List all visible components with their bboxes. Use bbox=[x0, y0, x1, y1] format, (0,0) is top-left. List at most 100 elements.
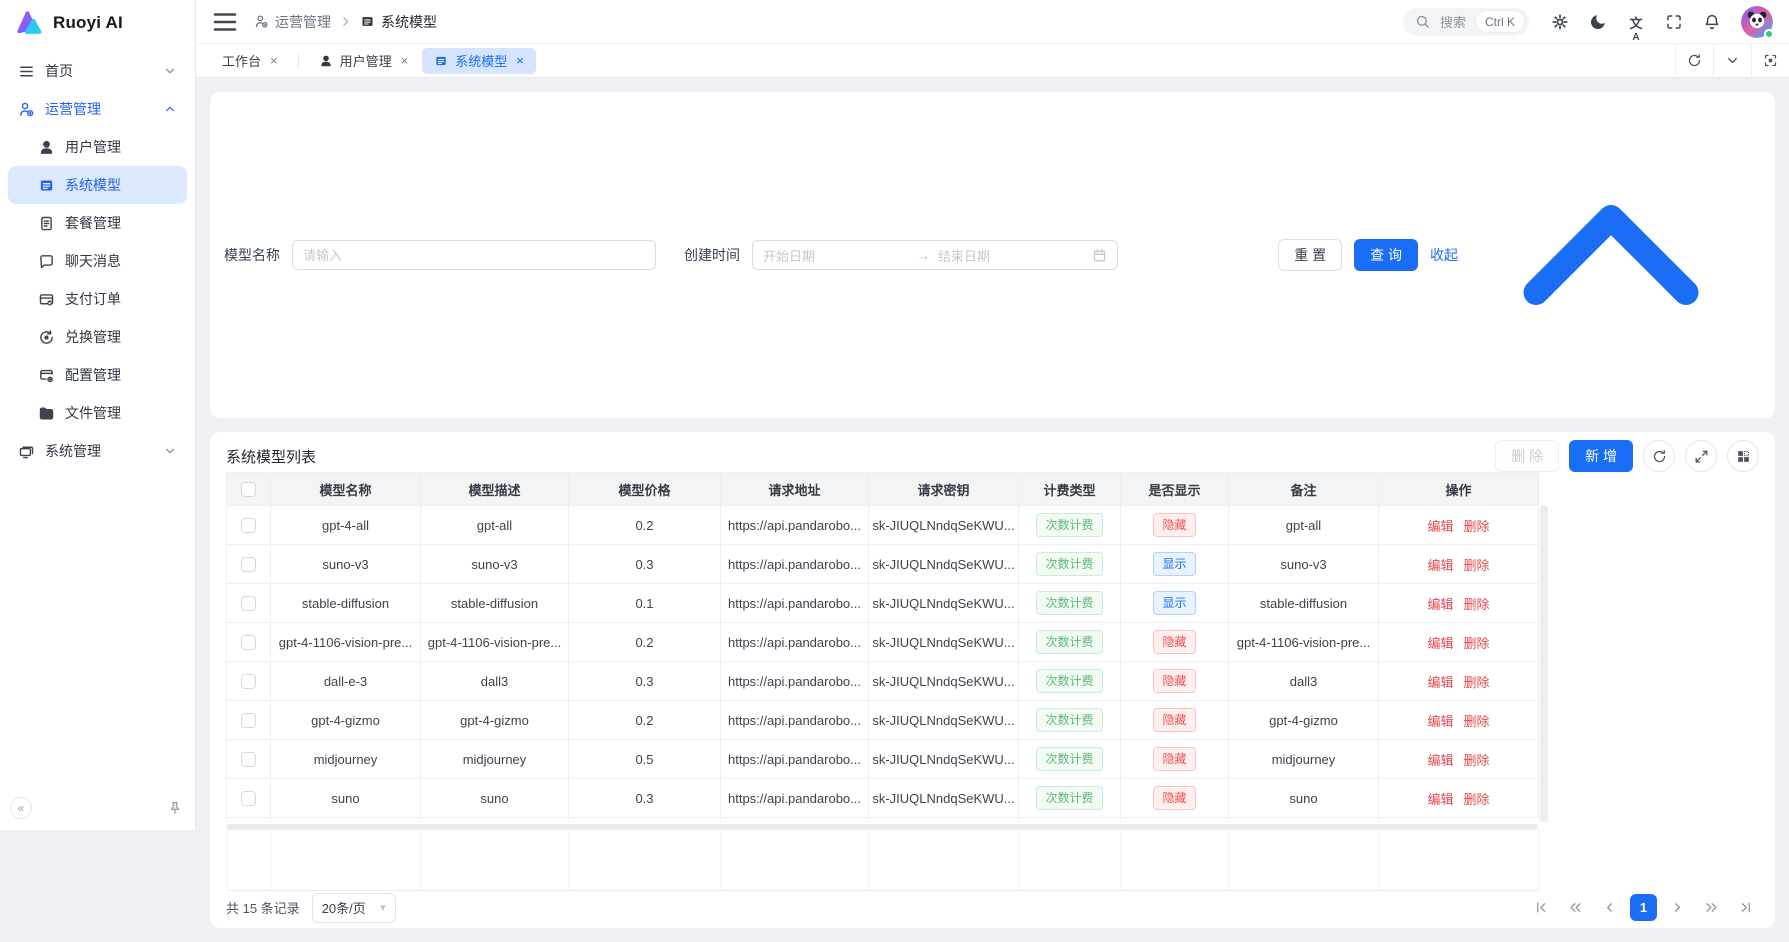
sidebar-item-label: 系统模型 bbox=[65, 177, 121, 193]
sidebar-item-运营管理[interactable]: 运营管理 bbox=[8, 90, 187, 128]
close-icon[interactable]: × bbox=[516, 53, 524, 68]
reset-button[interactable]: 重 置 bbox=[1278, 239, 1343, 271]
row-checkbox[interactable] bbox=[241, 596, 256, 612]
delete-link[interactable]: 删除 bbox=[1463, 557, 1490, 573]
row-checkbox[interactable] bbox=[241, 518, 256, 534]
request-url-cell: https://api.pandarobo... bbox=[720, 778, 869, 818]
page-next-group-button[interactable] bbox=[1698, 894, 1725, 921]
sidebar-item-兑换管理[interactable]: 兑换管理 bbox=[8, 318, 187, 356]
delete-link[interactable]: 删除 bbox=[1463, 635, 1490, 651]
moon-icon[interactable] bbox=[1583, 7, 1613, 37]
breadcrumb-item[interactable]: 系统模型 bbox=[360, 12, 437, 32]
empty-cell bbox=[271, 829, 421, 891]
edit-link[interactable]: 编辑 bbox=[1427, 674, 1454, 690]
page-next-button[interactable] bbox=[1664, 894, 1691, 921]
list-icon bbox=[360, 14, 375, 29]
pin-sidebar-icon[interactable] bbox=[167, 800, 183, 816]
model-desc-cell: gpt-all bbox=[420, 505, 569, 545]
delete-link[interactable]: 删除 bbox=[1463, 713, 1490, 729]
columns-icon[interactable] bbox=[1727, 440, 1759, 472]
date-range-picker[interactable]: 开始日期 → 结束日期 bbox=[752, 240, 1118, 270]
sidebar-item-首页[interactable]: 首页 bbox=[8, 52, 187, 90]
tab-工作台[interactable]: 工作台 × bbox=[210, 48, 290, 74]
edit-link[interactable]: 编辑 bbox=[1427, 752, 1454, 768]
model-price-cell: 0.2 bbox=[568, 505, 721, 545]
visible-status-badge: 隐藏 bbox=[1153, 747, 1196, 771]
edit-link[interactable]: 编辑 bbox=[1427, 635, 1454, 651]
sidebar-item-用户管理[interactable]: 用户管理 bbox=[8, 128, 187, 166]
refresh-icon[interactable] bbox=[1643, 440, 1675, 472]
edit-link[interactable]: 编辑 bbox=[1427, 791, 1454, 807]
add-button[interactable]: 新 增 bbox=[1569, 440, 1633, 472]
request-key-cell: sk-JIUQLNndqSeKWU... bbox=[868, 661, 1019, 701]
collapse-filter-link[interactable]: 收起 bbox=[1430, 105, 1761, 405]
row-checkbox[interactable] bbox=[241, 713, 256, 729]
search-button[interactable]: 查 询 bbox=[1354, 239, 1418, 271]
current-page-button[interactable]: 1 bbox=[1630, 894, 1657, 921]
settings-icon[interactable] bbox=[1545, 7, 1575, 37]
sidebar-item-聊天消息[interactable]: 聊天消息 bbox=[8, 242, 187, 280]
sidebar-collapse-button[interactable]: « bbox=[10, 797, 32, 819]
delete-link[interactable]: 删除 bbox=[1463, 674, 1490, 690]
tab-系统模型[interactable]: 系统模型 × bbox=[422, 47, 536, 74]
row-checkbox[interactable] bbox=[241, 752, 256, 768]
sidebar-toggle-icon[interactable] bbox=[210, 7, 240, 37]
select-all-checkbox[interactable] bbox=[241, 482, 256, 498]
sidebar-item-系统模型[interactable]: 系统模型 bbox=[8, 166, 187, 204]
translate-icon[interactable]: 文A bbox=[1621, 7, 1651, 43]
list-icon bbox=[38, 177, 55, 194]
edit-link[interactable]: 编辑 bbox=[1427, 596, 1454, 612]
column-header-操作: 操作 bbox=[1378, 472, 1539, 506]
model-name-input[interactable] bbox=[292, 240, 656, 270]
close-icon[interactable]: × bbox=[270, 53, 278, 68]
edit-link[interactable]: 编辑 bbox=[1427, 713, 1454, 729]
page-prev-group-button[interactable] bbox=[1562, 894, 1589, 921]
close-icon[interactable]: × bbox=[400, 53, 409, 68]
delete-link[interactable]: 删除 bbox=[1463, 791, 1490, 807]
page-size-select[interactable]: 20条/页 ▾ bbox=[311, 892, 396, 923]
horizontal-scrollbar[interactable] bbox=[226, 824, 1538, 830]
sidebar-item-支付订单[interactable]: 支付订单 bbox=[8, 280, 187, 318]
sidebar-item-配置管理[interactable]: 配置管理 bbox=[8, 356, 187, 394]
request-key-cell: sk-JIUQLNndqSeKWU... bbox=[868, 544, 1019, 584]
chevron-down[interactable] bbox=[1713, 44, 1751, 77]
remark-cell: suno-v3 bbox=[1228, 544, 1379, 584]
global-search[interactable]: 搜索 Ctrl K bbox=[1402, 7, 1529, 36]
row-actions-cell: 编辑删除 bbox=[1378, 700, 1539, 740]
expand-icon[interactable] bbox=[1685, 440, 1717, 472]
tab-用户管理[interactable]: 用户管理 × bbox=[307, 48, 421, 74]
page-last-button[interactable] bbox=[1732, 894, 1759, 921]
user-avatar[interactable] bbox=[1741, 5, 1774, 39]
billing-type-badge: 次数计费 bbox=[1036, 669, 1103, 693]
sidebar-item-文件管理[interactable]: 文件管理 bbox=[8, 394, 187, 432]
bell-icon[interactable] bbox=[1697, 7, 1727, 37]
bulk-delete-button[interactable]: 删 除 bbox=[1495, 440, 1560, 472]
fullscreen-icon[interactable] bbox=[1659, 7, 1689, 37]
maximize-icon[interactable] bbox=[1751, 44, 1789, 77]
row-checkbox[interactable] bbox=[241, 791, 256, 807]
delete-link[interactable]: 删除 bbox=[1463, 596, 1490, 612]
page-prev-button[interactable] bbox=[1596, 894, 1623, 921]
open-tabs: 工作台 × 用户管理 × 系统模型 × bbox=[210, 44, 538, 77]
row-checkbox[interactable] bbox=[241, 674, 256, 690]
column-header-请求地址: 请求地址 bbox=[720, 472, 869, 506]
billing-type-cell: 次数计费 bbox=[1018, 739, 1121, 779]
sidebar-item-套餐管理[interactable]: 套餐管理 bbox=[8, 204, 187, 242]
page-first-button[interactable] bbox=[1528, 894, 1555, 921]
table-row: stable-diffusion stable-diffusion 0.1 https… bbox=[226, 583, 1539, 623]
sidebar-item-系统管理[interactable]: 系统管理 bbox=[8, 432, 187, 470]
edit-link[interactable]: 编辑 bbox=[1427, 518, 1454, 534]
empty-table-area bbox=[226, 829, 1539, 892]
vertical-scrollbar[interactable] bbox=[1540, 505, 1548, 823]
refresh-icon[interactable] bbox=[1675, 44, 1713, 77]
request-url-cell: https://api.pandarobo... bbox=[720, 817, 869, 823]
delete-link[interactable]: 删除 bbox=[1463, 518, 1490, 534]
row-checkbox[interactable] bbox=[241, 635, 256, 651]
delete-link[interactable]: 删除 bbox=[1463, 752, 1490, 768]
row-checkbox[interactable] bbox=[241, 557, 256, 573]
edit-link[interactable]: 编辑 bbox=[1427, 557, 1454, 573]
row-actions-cell: 编辑删除 bbox=[1378, 778, 1539, 818]
page-next-group-icon bbox=[1704, 900, 1719, 915]
breadcrumb-item[interactable]: 运营管理 bbox=[254, 12, 331, 32]
